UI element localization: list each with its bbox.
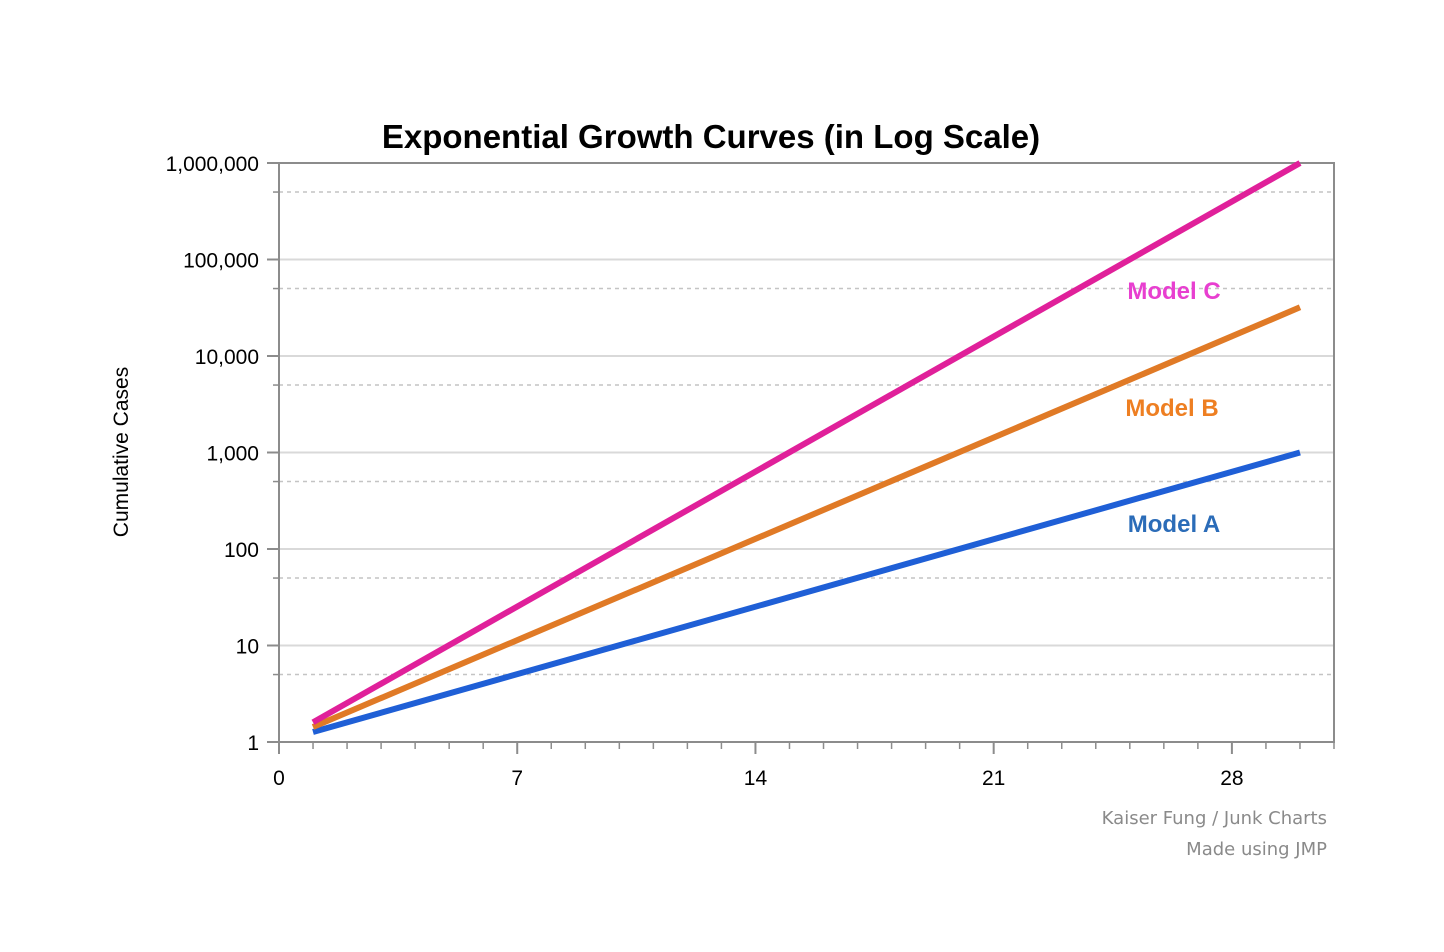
grid bbox=[279, 191, 1334, 676]
y-tick-label: 10,000 bbox=[195, 346, 259, 369]
y-tick-label: 1 bbox=[247, 732, 259, 755]
axis-ticks: 1 10 100 1,000 10,000 100,000 1,000,000 0 7 14 21 2… bbox=[166, 153, 1335, 790]
y-tick-label: 1,000 bbox=[206, 443, 259, 466]
series-lines bbox=[311, 160, 1302, 735]
y-tick-label: 100,000 bbox=[183, 250, 259, 273]
series-line-model-a bbox=[312, 449, 1301, 735]
y-axis-label: Cumulative Cases bbox=[110, 367, 133, 537]
credit-line-2: Made using JMP bbox=[1186, 839, 1327, 860]
series-label-model-b: Model B bbox=[1125, 395, 1218, 422]
x-tick-label: 0 bbox=[273, 767, 285, 790]
series-line-model-b bbox=[311, 304, 1302, 730]
series-label-model-c: Model C bbox=[1127, 278, 1220, 305]
x-tick-label: 14 bbox=[744, 767, 768, 790]
x-tick-label: 28 bbox=[1220, 767, 1243, 790]
y-tick-label: 1,000,000 bbox=[166, 153, 259, 176]
series-line-model-c bbox=[311, 160, 1302, 725]
series-label-model-a: Model A bbox=[1128, 511, 1220, 538]
x-tick-label: 21 bbox=[982, 767, 1005, 790]
series-labels: Model A Model B Model C bbox=[1125, 278, 1220, 538]
x-tick-label: 7 bbox=[511, 767, 523, 790]
y-tick-label: 10 bbox=[236, 636, 259, 659]
y-tick-label: 100 bbox=[224, 539, 259, 562]
chart-title: Exponential Growth Curves (in Log Scale) bbox=[382, 118, 1040, 155]
credit-line-1: Kaiser Fung / Junk Charts bbox=[1102, 808, 1327, 829]
